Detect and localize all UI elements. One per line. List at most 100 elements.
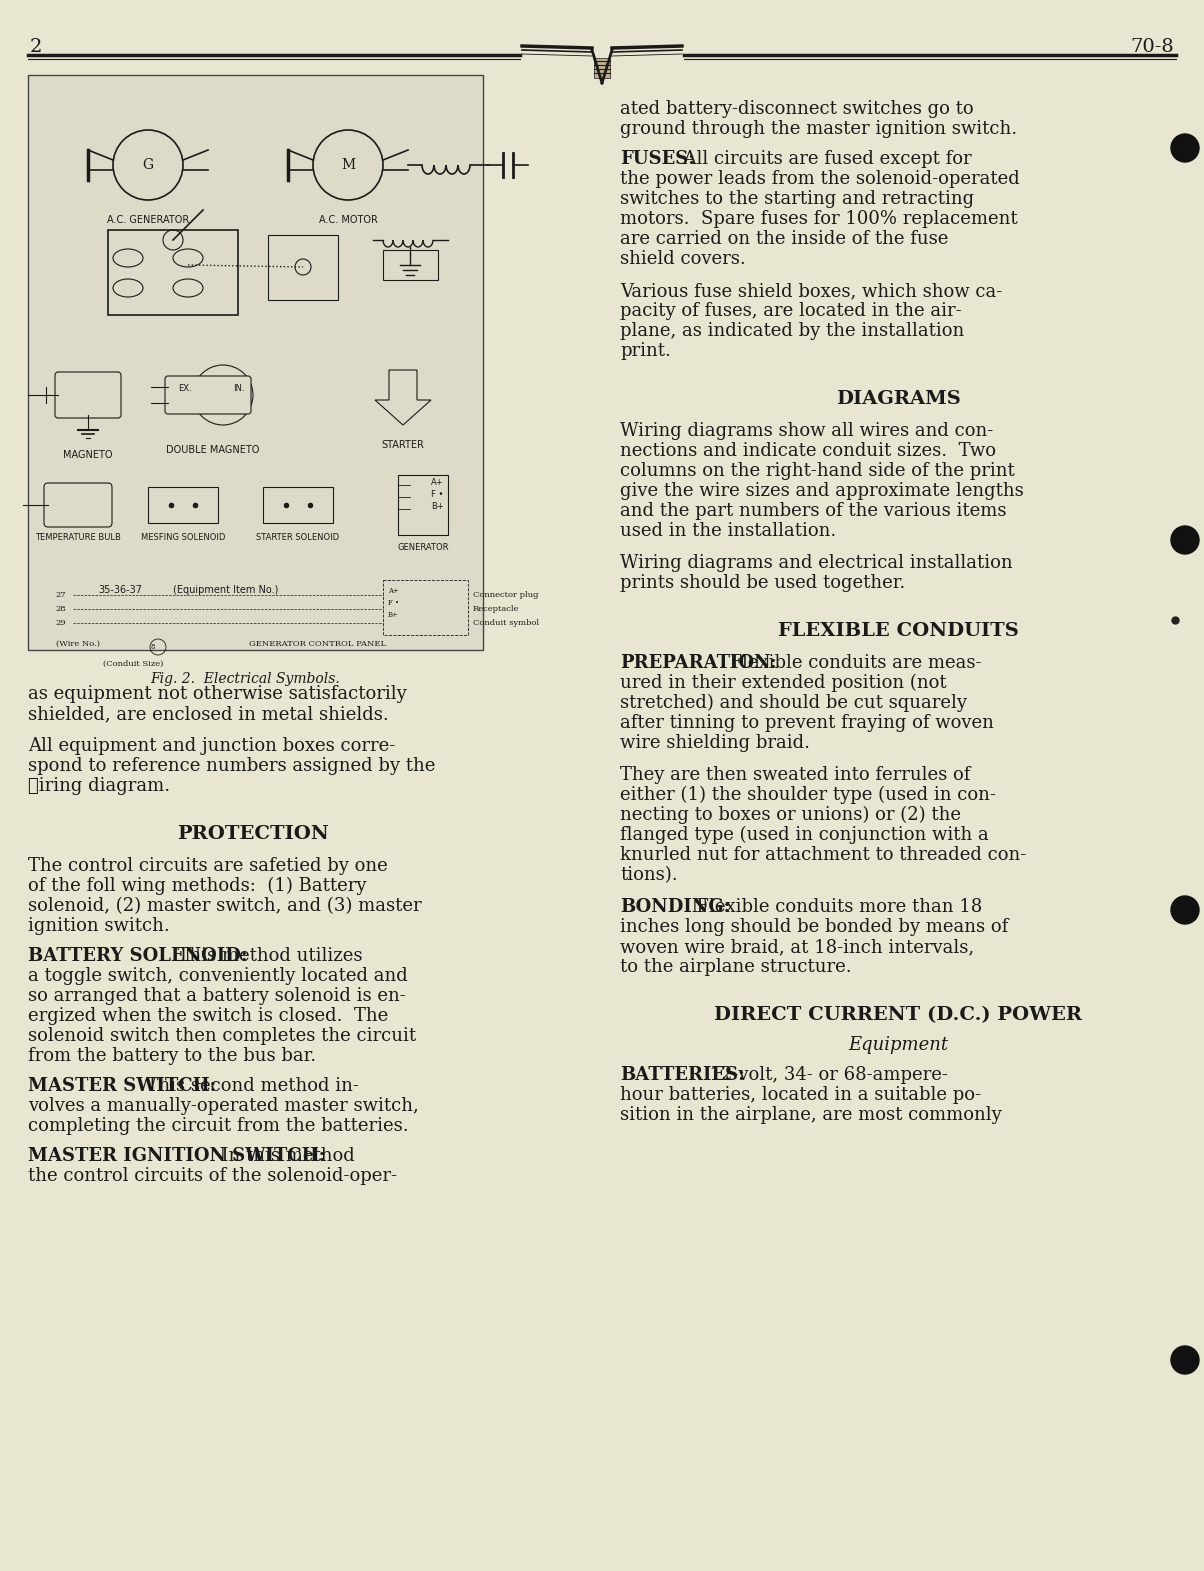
- Text: F •: F •: [431, 490, 443, 500]
- Text: 29: 29: [55, 619, 66, 627]
- Text: BATTERY SOLENOID:: BATTERY SOLENOID:: [28, 947, 248, 965]
- Text: used in the installation.: used in the installation.: [620, 522, 837, 540]
- Text: completing the circuit from the batteries.: completing the circuit from the batterie…: [28, 1117, 408, 1134]
- Text: Conduit symbol: Conduit symbol: [473, 619, 539, 627]
- Text: plane, as indicated by the installation: plane, as indicated by the installation: [620, 322, 964, 339]
- Bar: [28, 75, 483, 650]
- Text: pacity of fuses, are located in the air-: pacity of fuses, are located in the air-: [620, 302, 962, 320]
- Text: give the wire sizes and approximate lengths: give the wire sizes and approximate leng…: [620, 482, 1023, 500]
- Text: PREPARATION:: PREPARATION:: [620, 654, 777, 672]
- Text: They are then sweated into ferrules of: They are then sweated into ferrules of: [620, 767, 970, 784]
- Text: ignition switch.: ignition switch.: [28, 917, 170, 935]
- Text: solenoid switch then completes the circuit: solenoid switch then completes the circu…: [28, 1027, 417, 1045]
- Text: ground through the master ignition switch.: ground through the master ignition switc…: [620, 119, 1017, 138]
- Text: as equipment not otherwise satisfactorily: as equipment not otherwise satisfactoril…: [28, 685, 407, 702]
- Text: motors.  Spare fuses for 100% replacement: motors. Spare fuses for 100% replacement: [620, 211, 1017, 228]
- Text: shield covers.: shield covers.: [620, 250, 745, 269]
- Text: shielded, are enclosed in metal shields.: shielded, are enclosed in metal shields.: [28, 705, 389, 723]
- Bar: [108, 229, 238, 316]
- Circle shape: [1171, 895, 1199, 924]
- FancyBboxPatch shape: [165, 375, 250, 415]
- Text: so arranged that a battery solenoid is en-: so arranged that a battery solenoid is e…: [28, 987, 406, 1005]
- Text: A.C. GENERATOR: A.C. GENERATOR: [107, 215, 189, 225]
- Bar: [383, 580, 468, 635]
- Text: DIRECT CURRENT (D.C.) POWER: DIRECT CURRENT (D.C.) POWER: [714, 1005, 1082, 1024]
- Text: of the foll wing methods:  (1) Battery: of the foll wing methods: (1) Battery: [28, 877, 366, 895]
- Text: MASTER SWITCH:: MASTER SWITCH:: [28, 1078, 217, 1095]
- Text: DOUBLE MAGNETO: DOUBLE MAGNETO: [166, 445, 260, 456]
- Text: (Equipment Item No.): (Equipment Item No.): [173, 584, 278, 595]
- Text: Receptacle: Receptacle: [473, 605, 519, 613]
- Text: BONDING:: BONDING:: [620, 899, 731, 916]
- Text: G: G: [142, 159, 154, 171]
- Circle shape: [1171, 1346, 1199, 1375]
- Text: Flexible conduits are meas-: Flexible conduits are meas-: [718, 654, 981, 672]
- Circle shape: [1171, 526, 1199, 555]
- Bar: [262, 487, 334, 523]
- Text: STARTER SOLENOID: STARTER SOLENOID: [256, 533, 340, 542]
- Text: from the battery to the bus bar.: from the battery to the bus bar.: [28, 1046, 317, 1065]
- Bar: [148, 487, 218, 523]
- Text: EX.: EX.: [178, 383, 191, 393]
- Text: A.C. MOTOR: A.C. MOTOR: [319, 215, 377, 225]
- Text: 2: 2: [30, 38, 42, 57]
- Bar: [268, 236, 338, 300]
- Text: BATTERIES:: BATTERIES:: [620, 1067, 745, 1084]
- Text: M: M: [341, 159, 355, 171]
- Text: IN.: IN.: [234, 383, 244, 393]
- Text: 27: 27: [55, 591, 66, 599]
- Text: solenoid, (2) master switch, and (3) master: solenoid, (2) master switch, and (3) mas…: [28, 897, 421, 914]
- Text: B+: B+: [431, 503, 444, 511]
- Text: This method utilizes: This method utilizes: [166, 947, 362, 965]
- Text: The control circuits are safetied by one: The control circuits are safetied by one: [28, 858, 388, 875]
- Text: a toggle switch, conveniently located and: a toggle switch, conveniently located an…: [28, 968, 408, 985]
- Text: TEMPERATURE BULB: TEMPERATURE BULB: [35, 533, 120, 542]
- Text: Wiring diagrams show all wires and con-: Wiring diagrams show all wires and con-: [620, 423, 993, 440]
- Text: woven wire braid, at 18-inch intervals,: woven wire braid, at 18-inch intervals,: [620, 938, 974, 957]
- Text: Connector plug: Connector plug: [473, 591, 538, 599]
- Text: 70-8: 70-8: [1131, 38, 1174, 57]
- Text: Wiring diagrams and electrical installation: Wiring diagrams and electrical installat…: [620, 555, 1013, 572]
- Text: knurled nut for attachment to threaded con-: knurled nut for attachment to threaded c…: [620, 847, 1026, 864]
- Text: All circuits are fused except for: All circuits are fused except for: [672, 149, 972, 168]
- Text: spond to reference numbers assigned by the: spond to reference numbers assigned by t…: [28, 757, 436, 775]
- Text: prints should be used together.: prints should be used together.: [620, 573, 905, 592]
- Text: Flexible conduits more than 18: Flexible conduits more than 18: [685, 899, 982, 916]
- Text: STARTER: STARTER: [382, 440, 425, 449]
- Text: stretched) and should be cut squarely: stretched) and should be cut squarely: [620, 694, 967, 712]
- Bar: [399, 474, 448, 536]
- Text: ergized when the switch is closed.  The: ergized when the switch is closed. The: [28, 1007, 388, 1024]
- Bar: [594, 58, 610, 79]
- Text: FLEXIBLE CONDUITS: FLEXIBLE CONDUITS: [778, 622, 1019, 639]
- Text: ated battery-disconnect switches go to: ated battery-disconnect switches go to: [620, 101, 974, 118]
- Text: Fig. 2.  Electrical Symbols.: Fig. 2. Electrical Symbols.: [150, 672, 340, 687]
- Text: are carried on the inside of the fuse: are carried on the inside of the fuse: [620, 229, 949, 248]
- Circle shape: [1171, 134, 1199, 162]
- Text: the power leads from the solenoid-operated: the power leads from the solenoid-operat…: [620, 170, 1020, 189]
- Text: MAGNETO: MAGNETO: [64, 449, 113, 460]
- Text: 35-36-37: 35-36-37: [98, 584, 142, 595]
- Text: A+: A+: [431, 478, 443, 487]
- Text: volves a manually-operated master switch,: volves a manually-operated master switch…: [28, 1097, 419, 1115]
- Text: (Wire No.): (Wire No.): [57, 639, 100, 647]
- Text: Various fuse shield boxes, which show ca-: Various fuse shield boxes, which show ca…: [620, 283, 1002, 300]
- Text: All equipment and junction boxes corre-: All equipment and junction boxes corre-: [28, 737, 395, 756]
- Text: PROTECTION: PROTECTION: [177, 825, 329, 844]
- Text: 28: 28: [55, 605, 66, 613]
- Text: 8: 8: [150, 643, 155, 650]
- Text: This second method in-: This second method in-: [135, 1078, 359, 1095]
- Text: columns on the right-hand side of the print: columns on the right-hand side of the pr…: [620, 462, 1015, 481]
- Text: switches to the starting and retracting: switches to the starting and retracting: [620, 190, 974, 207]
- Text: F •: F •: [388, 599, 399, 606]
- Text: GENERATOR CONTROL PANEL: GENERATOR CONTROL PANEL: [249, 639, 386, 647]
- Text: In this method: In this method: [209, 1147, 355, 1166]
- FancyBboxPatch shape: [45, 482, 112, 526]
- Text: DIAGRAMS: DIAGRAMS: [836, 390, 961, 408]
- Text: GENERATOR: GENERATOR: [397, 544, 449, 551]
- Text: wire shielding braid.: wire shielding braid.: [620, 734, 810, 753]
- Text: tions).: tions).: [620, 866, 678, 884]
- Text: ured in their extended position (not: ured in their extended position (not: [620, 674, 946, 693]
- Text: A+: A+: [388, 588, 399, 595]
- Text: MESFING SOLENOID: MESFING SOLENOID: [141, 533, 225, 542]
- Text: print.: print.: [620, 342, 671, 360]
